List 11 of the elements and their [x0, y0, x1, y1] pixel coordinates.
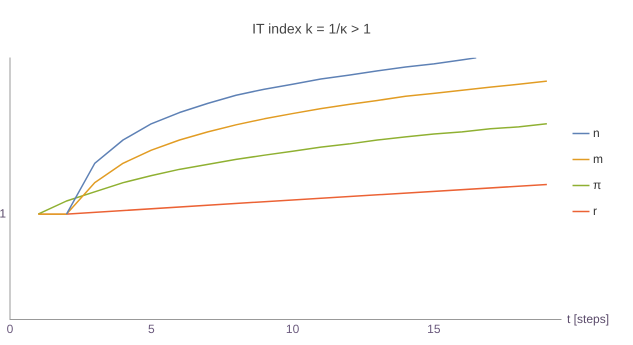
x-axis-title: t [steps]: [567, 312, 610, 326]
x-tick-label: 10: [286, 322, 300, 336]
legend-label: π: [593, 178, 602, 192]
text: 1: [0, 206, 6, 220]
legend-label: m: [593, 152, 604, 166]
x-tick-label: 15: [427, 322, 441, 336]
x-tick-label: 0: [6, 322, 14, 336]
chart-title: IT index k = 1/κ > 1: [252, 20, 372, 36]
x-tick-label: 5: [148, 322, 155, 336]
legend-label: r: [593, 204, 598, 218]
legend-label: n: [593, 126, 600, 140]
